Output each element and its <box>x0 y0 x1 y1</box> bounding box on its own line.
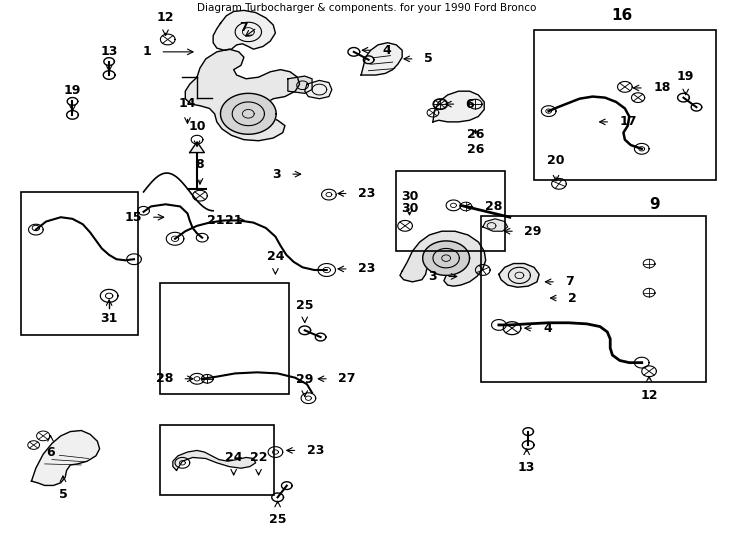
Text: 13: 13 <box>518 461 535 474</box>
Text: 2: 2 <box>568 292 577 305</box>
Text: 9: 9 <box>649 197 659 212</box>
Text: Diagram Turbocharger & components. for your 1990 Ford Bronco: Diagram Turbocharger & components. for y… <box>197 3 537 14</box>
Text: 21: 21 <box>207 214 225 227</box>
Polygon shape <box>499 264 539 287</box>
Text: 31: 31 <box>101 312 118 325</box>
Text: 12: 12 <box>157 11 174 24</box>
Text: 24: 24 <box>266 250 284 264</box>
Text: 19: 19 <box>64 84 81 97</box>
Text: 5: 5 <box>424 52 432 65</box>
Text: 6: 6 <box>46 447 55 460</box>
Text: 8: 8 <box>196 158 204 171</box>
Text: 3: 3 <box>429 270 437 283</box>
Polygon shape <box>185 49 299 141</box>
Text: 29: 29 <box>296 373 313 386</box>
Text: 30: 30 <box>401 190 418 203</box>
Bar <box>534 30 716 179</box>
Text: 4: 4 <box>382 44 390 57</box>
Bar <box>21 192 139 335</box>
Text: 19: 19 <box>677 70 694 83</box>
Text: 28: 28 <box>484 200 502 213</box>
Text: 29: 29 <box>524 225 542 238</box>
Polygon shape <box>305 80 332 99</box>
Text: 5: 5 <box>59 488 68 501</box>
Text: 30: 30 <box>401 201 418 214</box>
Bar <box>396 171 505 251</box>
Text: 13: 13 <box>101 44 118 58</box>
Text: 24: 24 <box>225 451 242 464</box>
Text: 7: 7 <box>239 21 248 34</box>
Text: 16: 16 <box>611 8 633 23</box>
Polygon shape <box>423 241 470 275</box>
Bar <box>481 216 706 382</box>
Text: 7: 7 <box>565 275 574 288</box>
Polygon shape <box>220 93 276 134</box>
Polygon shape <box>213 10 275 50</box>
Text: 10: 10 <box>189 120 206 133</box>
Text: 23: 23 <box>358 187 375 200</box>
Polygon shape <box>361 43 402 75</box>
Text: 27: 27 <box>338 372 355 386</box>
Text: 20: 20 <box>548 154 564 167</box>
Polygon shape <box>483 219 508 231</box>
Text: 26: 26 <box>467 128 484 141</box>
Bar <box>161 284 288 394</box>
Text: 23: 23 <box>358 262 375 275</box>
Text: 4: 4 <box>543 322 552 335</box>
Polygon shape <box>400 231 486 286</box>
Text: 6: 6 <box>465 98 474 111</box>
Text: 3: 3 <box>272 167 281 180</box>
Text: 23: 23 <box>307 444 324 457</box>
Text: 17: 17 <box>619 116 637 129</box>
Text: 25: 25 <box>296 299 313 312</box>
Text: 1: 1 <box>142 45 151 58</box>
Text: 26: 26 <box>467 143 484 156</box>
Polygon shape <box>32 430 100 485</box>
Text: 28: 28 <box>156 372 173 386</box>
Polygon shape <box>433 91 484 122</box>
Text: 18: 18 <box>653 82 670 94</box>
Text: 22: 22 <box>250 451 267 464</box>
Polygon shape <box>189 142 204 153</box>
Text: 25: 25 <box>269 512 286 525</box>
Bar <box>161 425 274 495</box>
Text: 21: 21 <box>225 214 242 227</box>
Text: 14: 14 <box>179 97 196 110</box>
Text: 12: 12 <box>640 389 658 402</box>
Polygon shape <box>288 76 312 93</box>
Polygon shape <box>173 450 255 470</box>
Text: 15: 15 <box>124 211 142 224</box>
